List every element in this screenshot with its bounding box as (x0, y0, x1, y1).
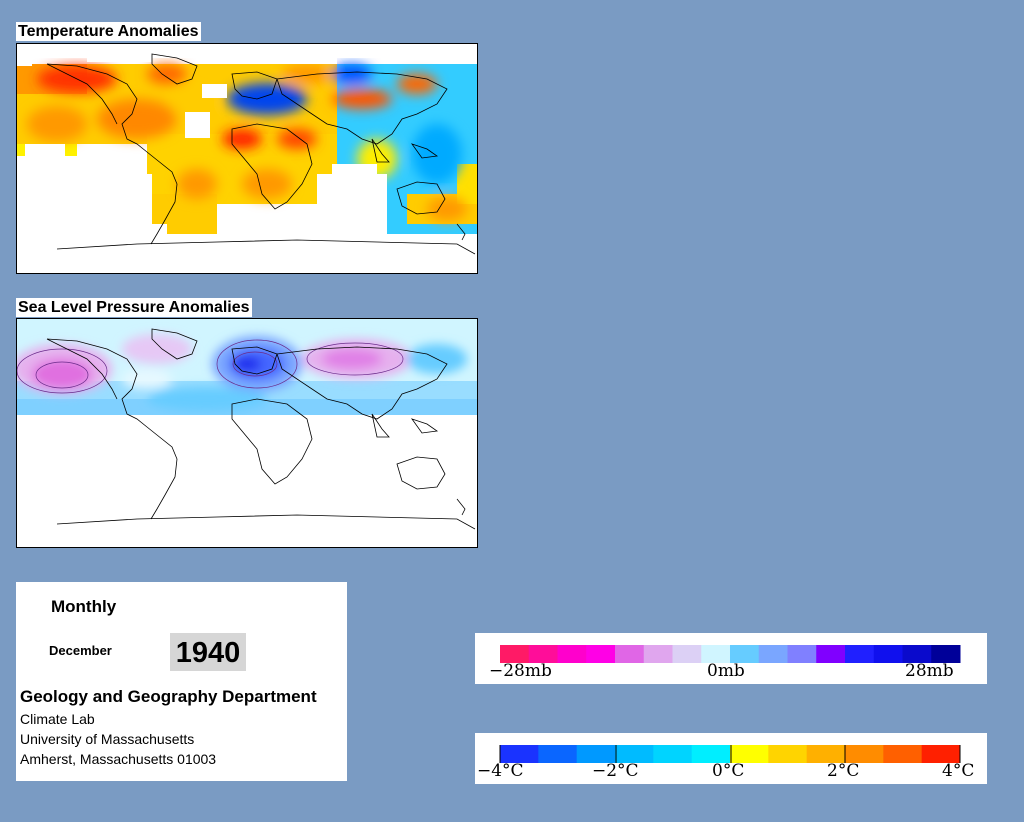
lab-name: Climate Lab (20, 711, 95, 727)
temperature-legend-swatch (653, 745, 693, 763)
pressure-legend-swatch (500, 645, 530, 663)
address: Amherst, Massachusetts 01003 (20, 751, 217, 767)
pressure-legend-swatch (758, 645, 788, 663)
pressure-legend-swatch (787, 645, 817, 663)
pressure-legend-swatch (902, 645, 932, 663)
pressure-map-svg (17, 319, 477, 547)
temperature-label-minus2: −2°C (592, 761, 639, 781)
month-label: December (49, 643, 112, 658)
pressure-map-title: Sea Level Pressure Anomalies (16, 298, 252, 317)
pressure-label-max: 28mb (905, 661, 954, 681)
pressure-legend-swatch (701, 645, 731, 663)
temperature-legend-swatch (576, 745, 616, 763)
temperature-legend-swatch (845, 745, 884, 763)
pressure-label-zero: 0mb (707, 661, 745, 681)
year-display: 1940 (170, 633, 246, 671)
temperature-anomaly-map (16, 43, 478, 274)
pressure-contours (17, 339, 404, 394)
temperature-legend-swatch (730, 745, 769, 763)
temperature-legend-swatch (538, 745, 578, 763)
pressure-legend: −28mb 0mb 28mb (475, 633, 987, 684)
pressure-legend-swatch (586, 645, 616, 663)
temperature-legend-swatch (768, 745, 808, 763)
pressure-legend-swatch (528, 645, 558, 663)
temperature-label-zero: 0°C (712, 761, 745, 781)
period-mode-label: Monthly (51, 597, 117, 616)
temperature-legend-swatch (921, 745, 961, 763)
temperature-legend-swatch (615, 745, 654, 763)
temperature-legend-swatch (691, 745, 731, 763)
info-panel: Monthly December 1940 Geology and Geogra… (16, 582, 347, 781)
pressure-anomaly-map (16, 318, 478, 548)
department-name: Geology and Geography Department (20, 687, 317, 706)
university-name: University of Massachusetts (20, 731, 195, 747)
temperature-label-plus4: 4°C (942, 761, 975, 781)
pressure-label-min: −28mb (489, 661, 552, 681)
temperature-map-title: Temperature Anomalies (16, 22, 201, 41)
pressure-colorbar (500, 645, 961, 663)
temperature-label-minus4: −4°C (477, 761, 524, 781)
pressure-legend-swatch (643, 645, 673, 663)
temperature-legend-swatch (500, 745, 539, 763)
pressure-legend-swatch (816, 645, 846, 663)
pressure-legend-swatch (845, 645, 875, 663)
temperature-label-plus2: 2°C (827, 761, 860, 781)
temperature-map-svg (17, 44, 477, 273)
temperature-colorbar (499, 745, 961, 763)
pressure-legend-swatch (931, 645, 961, 663)
pressure-blobs (17, 334, 467, 411)
pressure-legend-swatch (873, 645, 903, 663)
pressure-legend-swatch (615, 645, 645, 663)
temperature-legend-swatch (806, 745, 846, 763)
pressure-legend-swatch (672, 645, 702, 663)
temperature-coastlines (46, 53, 476, 255)
pressure-legend-swatch (730, 645, 760, 663)
temperature-legend: −4°C −2°C 0°C 2°C 4°C (475, 733, 987, 784)
temperature-legend-swatch (883, 745, 923, 763)
pressure-legend-swatch (557, 645, 587, 663)
pressure-coastlines (46, 328, 476, 530)
temperature-no-data (17, 44, 477, 273)
